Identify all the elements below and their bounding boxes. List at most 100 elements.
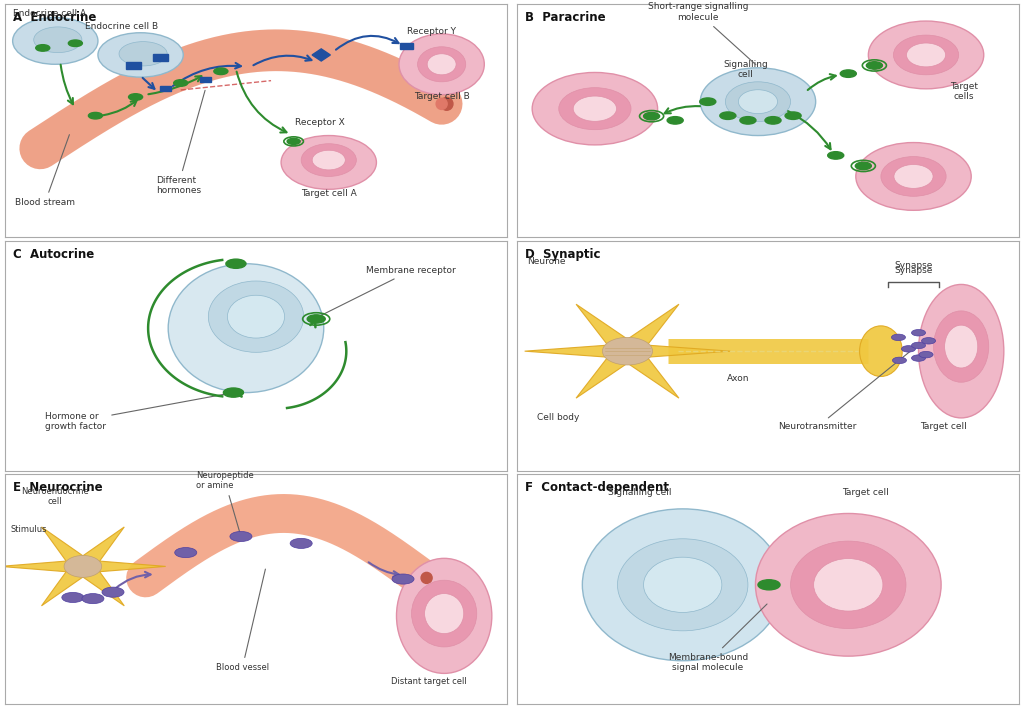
Ellipse shape: [34, 27, 82, 52]
Ellipse shape: [859, 326, 902, 377]
Text: A  Endocrine: A Endocrine: [12, 11, 96, 23]
Text: C  Autocrine: C Autocrine: [12, 248, 94, 261]
Circle shape: [102, 587, 124, 598]
Ellipse shape: [168, 264, 324, 392]
Circle shape: [61, 593, 84, 603]
Text: E  Neurocrine: E Neurocrine: [12, 481, 102, 494]
Ellipse shape: [559, 88, 631, 130]
Ellipse shape: [617, 539, 748, 631]
Ellipse shape: [602, 338, 652, 365]
Circle shape: [919, 351, 933, 358]
Text: Neurone: Neurone: [527, 257, 565, 266]
Text: Endocrine cell B: Endocrine cell B: [85, 22, 159, 31]
Circle shape: [911, 355, 926, 361]
Circle shape: [740, 117, 756, 124]
Ellipse shape: [399, 34, 484, 95]
Polygon shape: [312, 49, 331, 61]
Ellipse shape: [814, 559, 883, 611]
Text: Target cell B: Target cell B: [414, 92, 470, 101]
Ellipse shape: [208, 281, 304, 353]
Text: Axon: Axon: [727, 374, 750, 383]
Text: B  Paracrine: B Paracrine: [524, 11, 605, 23]
Circle shape: [223, 388, 244, 397]
Ellipse shape: [893, 35, 958, 75]
Text: Receptor Y: Receptor Y: [407, 27, 456, 36]
Circle shape: [911, 329, 926, 336]
Circle shape: [699, 98, 716, 105]
Ellipse shape: [65, 556, 101, 577]
Text: Synapse: Synapse: [894, 266, 933, 275]
Ellipse shape: [98, 33, 183, 77]
Ellipse shape: [440, 98, 453, 110]
Circle shape: [214, 68, 228, 74]
Text: Blood vessel: Blood vessel: [216, 569, 269, 672]
Text: Neuroendocrine
cell: Neuroendocrine cell: [22, 487, 89, 506]
Ellipse shape: [227, 295, 285, 338]
Text: Synapse: Synapse: [894, 261, 933, 270]
Ellipse shape: [738, 90, 777, 113]
Circle shape: [226, 259, 246, 268]
Text: Target cell: Target cell: [921, 423, 967, 431]
Ellipse shape: [436, 98, 447, 110]
Circle shape: [893, 357, 906, 364]
Text: Signalling
cell: Signalling cell: [723, 59, 768, 79]
Text: Blood stream: Blood stream: [15, 135, 75, 207]
Text: Membrane-bound
signal molecule: Membrane-bound signal molecule: [668, 604, 767, 672]
Ellipse shape: [944, 325, 978, 368]
Circle shape: [643, 113, 659, 120]
Text: Cell body: Cell body: [538, 413, 580, 422]
Bar: [154, 54, 168, 61]
Ellipse shape: [412, 581, 477, 647]
Circle shape: [69, 40, 82, 47]
Circle shape: [36, 45, 50, 51]
Ellipse shape: [725, 82, 791, 122]
Ellipse shape: [532, 72, 657, 145]
Ellipse shape: [756, 513, 941, 656]
Text: Receptor X: Receptor X: [295, 118, 345, 127]
Bar: [160, 86, 171, 91]
Text: Short-range signalling
molecule: Short-range signalling molecule: [647, 3, 756, 64]
Circle shape: [290, 538, 312, 549]
Circle shape: [307, 315, 326, 323]
Ellipse shape: [700, 68, 816, 135]
Ellipse shape: [301, 144, 356, 176]
Text: Endocrine cell A: Endocrine cell A: [12, 9, 86, 18]
Bar: [126, 62, 140, 69]
Circle shape: [765, 117, 781, 124]
Ellipse shape: [856, 142, 971, 210]
Circle shape: [392, 574, 414, 584]
Text: Different
hormones: Different hormones: [156, 91, 205, 195]
Circle shape: [841, 70, 856, 77]
Ellipse shape: [881, 156, 946, 196]
Circle shape: [758, 580, 780, 590]
Circle shape: [88, 113, 102, 119]
Text: D  Synaptic: D Synaptic: [524, 248, 600, 261]
Circle shape: [827, 152, 844, 159]
Ellipse shape: [418, 47, 466, 82]
Ellipse shape: [425, 593, 464, 634]
Text: Signalling cell: Signalling cell: [608, 489, 672, 497]
Ellipse shape: [643, 557, 722, 612]
Ellipse shape: [868, 21, 984, 88]
Ellipse shape: [312, 150, 345, 170]
Ellipse shape: [573, 96, 616, 121]
Circle shape: [855, 162, 871, 170]
Circle shape: [82, 593, 104, 604]
Ellipse shape: [934, 311, 989, 382]
Text: Target cell: Target cell: [843, 489, 889, 497]
Bar: [201, 77, 211, 82]
Text: Hormone or
growth factor: Hormone or growth factor: [45, 393, 230, 431]
Text: F  Contact-dependent: F Contact-dependent: [524, 481, 669, 494]
Ellipse shape: [791, 541, 906, 629]
Ellipse shape: [119, 42, 167, 66]
Ellipse shape: [396, 559, 492, 673]
Circle shape: [911, 342, 926, 348]
Polygon shape: [0, 527, 166, 606]
Circle shape: [720, 112, 736, 120]
Circle shape: [174, 80, 187, 86]
Ellipse shape: [421, 572, 432, 583]
Ellipse shape: [919, 285, 1004, 418]
Circle shape: [668, 117, 683, 124]
Circle shape: [922, 338, 936, 344]
Circle shape: [892, 334, 905, 341]
